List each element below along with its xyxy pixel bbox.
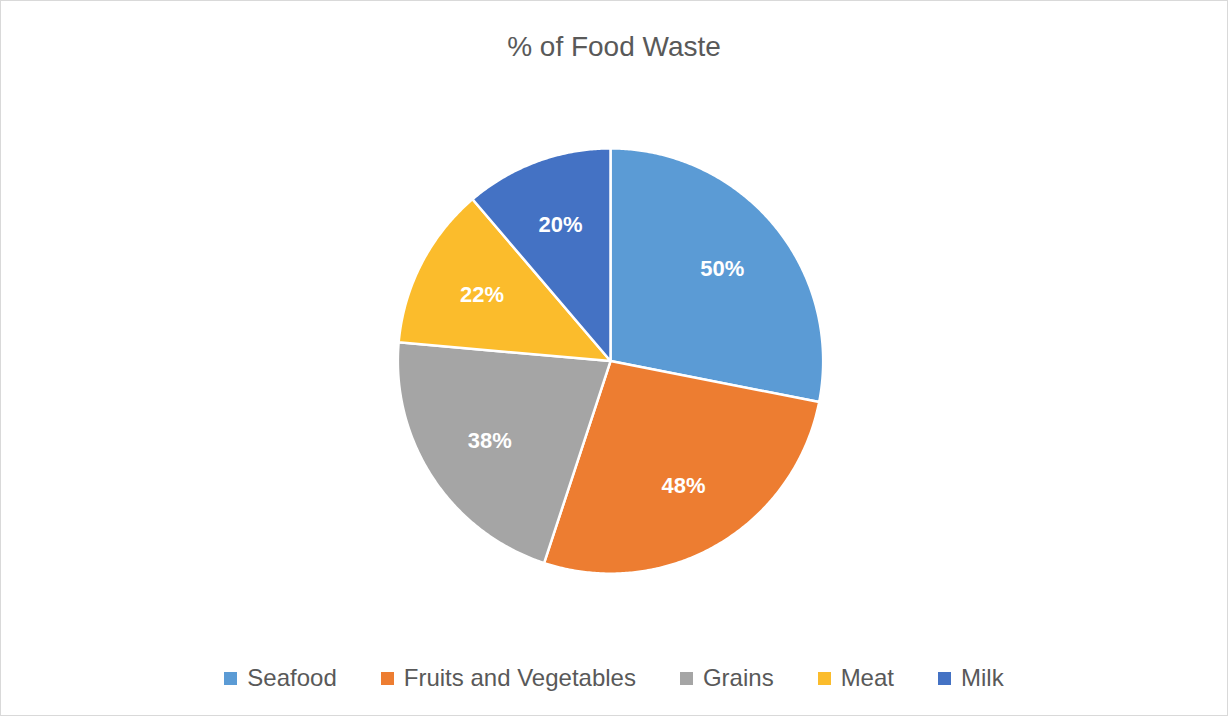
svg-text:22%: 22% <box>460 282 504 307</box>
svg-text:48%: 48% <box>662 473 706 498</box>
svg-text:20%: 20% <box>539 212 583 237</box>
svg-text:50%: 50% <box>700 256 744 281</box>
html-text:% of Food Waste: % of Food Waste <box>507 31 721 62</box>
html-text:Seafood: Seafood <box>247 664 337 691</box>
svg-text:38%: 38% <box>468 428 512 453</box>
html-text:Grains: Grains <box>702 664 774 691</box>
html-text:Fruits and Vegetables: Fruits and Vegetables <box>403 664 636 691</box>
html-text:Milk: Milk <box>961 664 1004 691</box>
html-text:Meat: Meat <box>840 664 894 691</box>
